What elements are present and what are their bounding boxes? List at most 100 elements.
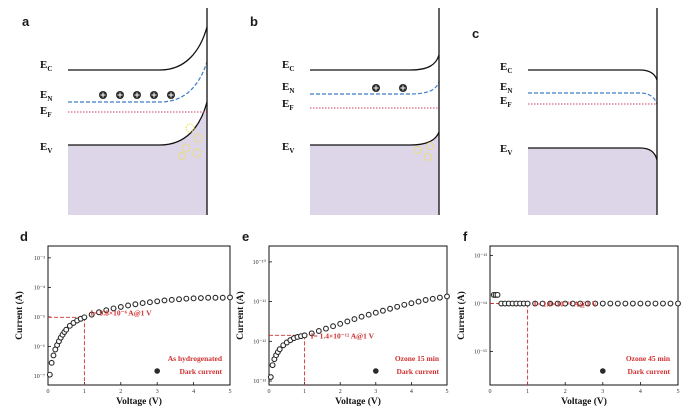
data-point bbox=[494, 291, 501, 298]
data-point bbox=[161, 297, 168, 304]
svg-text:EC: EC bbox=[282, 59, 294, 73]
y-tick-label: 10⁻¹⁴ bbox=[474, 302, 487, 308]
data-point bbox=[637, 300, 644, 307]
panel-a-level-labels: EC EN EF EV bbox=[40, 59, 52, 155]
data-point bbox=[422, 297, 429, 303]
hole-icon bbox=[192, 148, 202, 158]
data-point bbox=[117, 303, 124, 310]
data-point bbox=[48, 359, 55, 366]
y-tick-label: 10⁻³ bbox=[34, 256, 45, 262]
chart-f-xlabel: Voltage (V) bbox=[561, 396, 607, 407]
panel-c-band-diagram: c EC EN EF EV bbox=[472, 8, 658, 215]
data-point bbox=[592, 300, 599, 307]
chart-e-iv-curve: e 0 1 2 3 4 5 10⁻¹⁰ 10⁻¹¹ 10⁻¹² 10⁻¹³ Voltage (V) Cu… bbox=[235, 229, 450, 407]
hole-icon bbox=[185, 123, 195, 133]
data-point bbox=[315, 328, 322, 334]
electron-icon bbox=[150, 91, 158, 99]
data-point bbox=[146, 299, 153, 306]
data-point bbox=[269, 362, 276, 369]
data-point bbox=[276, 346, 283, 353]
data-point bbox=[205, 294, 212, 301]
y-tick-label: 10⁻¹⁰ bbox=[253, 259, 267, 266]
data-point bbox=[599, 300, 606, 307]
panel-a-conduction-band bbox=[68, 26, 208, 71]
panel-c-label: c bbox=[472, 26, 479, 41]
chart-e-xlabel: Voltage (V) bbox=[335, 396, 381, 407]
chart-f-label: f bbox=[463, 229, 468, 244]
panel-c-en-level bbox=[528, 92, 658, 105]
hole-icon bbox=[426, 142, 434, 150]
data-point bbox=[88, 311, 95, 318]
x-tick-label: 2 bbox=[339, 389, 342, 395]
data-point bbox=[337, 320, 344, 327]
data-point bbox=[63, 326, 70, 333]
data-point bbox=[351, 316, 358, 323]
panel-b-holes bbox=[414, 142, 434, 161]
x-tick-label: 3 bbox=[374, 389, 377, 395]
chart-d-xlabel: Voltage (V) bbox=[116, 396, 162, 407]
data-point bbox=[554, 300, 561, 307]
svg-text:EC: EC bbox=[40, 59, 52, 73]
data-point bbox=[444, 293, 450, 300]
svg-text:EN: EN bbox=[282, 81, 294, 95]
x-tick-label: 0 bbox=[268, 389, 271, 395]
panel-a-valence-fill bbox=[68, 102, 207, 215]
data-point bbox=[344, 318, 351, 325]
x-tick-label: 2 bbox=[564, 389, 567, 395]
data-point bbox=[379, 307, 386, 314]
legend-label: Dark current bbox=[627, 367, 670, 376]
panel-a-band-diagram: a EC EN EF EV bbox=[22, 8, 208, 215]
data-point bbox=[197, 295, 204, 302]
y-tick-label: 10⁻¹² bbox=[253, 339, 266, 345]
y-tick-label: 10⁻¹³ bbox=[474, 254, 487, 260]
data-point bbox=[429, 295, 436, 302]
panel-c-level-labels: EC EN EF EV bbox=[500, 61, 512, 157]
x-tick-label: 3 bbox=[156, 389, 159, 395]
x-tick-label: 1 bbox=[83, 389, 86, 395]
x-tick-label: 1 bbox=[303, 389, 306, 395]
data-point bbox=[227, 294, 233, 301]
data-point bbox=[652, 300, 659, 307]
data-point bbox=[524, 300, 531, 307]
x-tick-label: 4 bbox=[192, 389, 195, 395]
svg-text:EV: EV bbox=[500, 143, 512, 157]
data-point bbox=[183, 295, 190, 302]
electron-icon bbox=[399, 84, 407, 92]
data-point bbox=[96, 309, 102, 316]
data-point bbox=[330, 323, 337, 330]
data-point bbox=[629, 300, 636, 307]
x-tick-label: 5 bbox=[677, 389, 680, 395]
panel-b-label: b bbox=[250, 14, 258, 29]
svg-text:EV: EV bbox=[282, 141, 294, 155]
data-point bbox=[372, 309, 379, 316]
chart-d-ylabel: Current (A) bbox=[14, 291, 25, 340]
legend-title: Ozone 45 min bbox=[626, 354, 671, 363]
hole-icon bbox=[193, 133, 203, 143]
data-point bbox=[614, 300, 621, 307]
data-point bbox=[401, 301, 408, 308]
data-point bbox=[125, 302, 132, 309]
data-point bbox=[176, 296, 182, 303]
panel-b-conduction-band bbox=[310, 54, 440, 71]
data-point bbox=[110, 305, 117, 312]
x-tick-label: 2 bbox=[119, 389, 122, 395]
x-tick-label: 0 bbox=[489, 389, 492, 395]
panel-a-label: a bbox=[22, 14, 30, 29]
svg-text:EN: EN bbox=[40, 89, 52, 103]
panel-c-valence-edge bbox=[528, 147, 658, 161]
chart-f-ylabel: Current (A) bbox=[456, 291, 467, 340]
svg-text:EF: EF bbox=[500, 95, 512, 109]
panel-b-electrons bbox=[372, 84, 407, 92]
data-point bbox=[562, 300, 569, 307]
data-point bbox=[168, 296, 175, 303]
panel-a-en-level bbox=[68, 61, 208, 103]
data-point bbox=[660, 300, 666, 307]
y-tick-label: 10⁻⁷ bbox=[34, 374, 45, 380]
data-point bbox=[308, 330, 315, 337]
panel-c-conduction-band bbox=[528, 69, 658, 81]
y-tick-label: 10⁻¹¹ bbox=[253, 300, 266, 306]
legend-label: Dark current bbox=[396, 367, 439, 376]
chart-d-annotation: I= 9.8×10⁻⁶ A@1 V bbox=[90, 308, 152, 317]
electron-icon bbox=[372, 84, 380, 92]
